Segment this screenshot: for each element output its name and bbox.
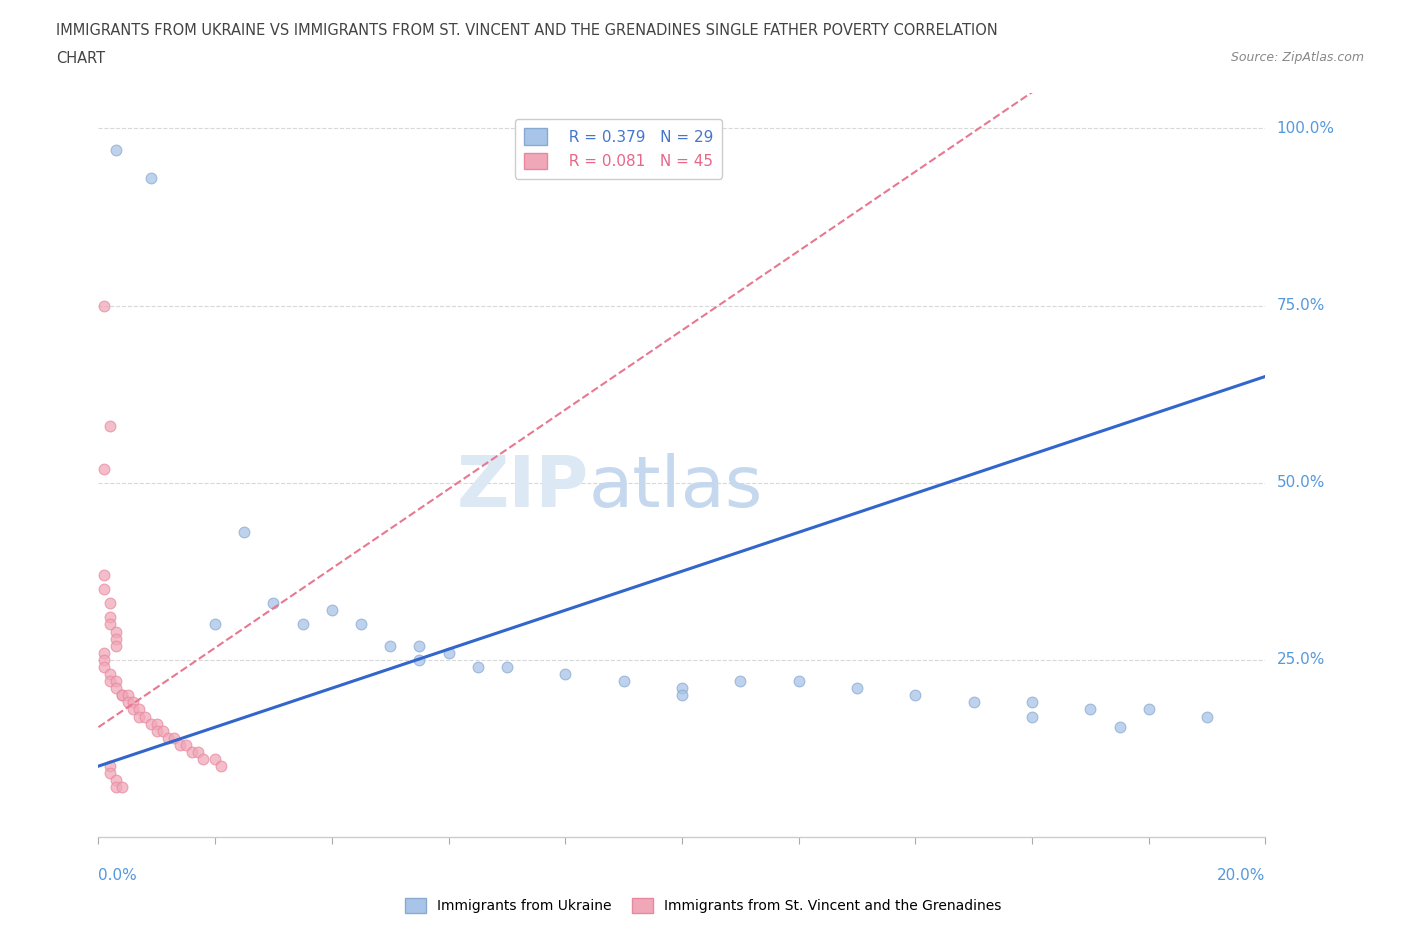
Text: atlas: atlas	[589, 453, 763, 522]
Point	[104, 780, 127, 795]
Point	[904, 688, 927, 703]
Text: 20.0%: 20.0%	[1218, 868, 1265, 883]
Point	[467, 659, 489, 674]
Point	[437, 645, 460, 660]
Point	[1021, 695, 1043, 710]
Point	[139, 170, 162, 185]
Point	[495, 659, 517, 674]
Text: 100.0%: 100.0%	[1277, 121, 1334, 136]
Point	[1108, 720, 1130, 735]
Point	[845, 681, 868, 696]
Point	[111, 688, 134, 703]
Point	[93, 567, 115, 582]
Point	[98, 610, 121, 625]
Text: 0.0%: 0.0%	[98, 868, 138, 883]
Point	[93, 645, 115, 660]
Point	[180, 745, 202, 760]
Point	[671, 688, 693, 703]
Point	[262, 596, 284, 611]
Point	[193, 751, 215, 766]
Point	[187, 745, 209, 760]
Point	[98, 765, 121, 780]
Text: ZIP: ZIP	[457, 453, 589, 522]
Point	[408, 638, 430, 653]
Point	[321, 603, 343, 618]
Point	[98, 759, 121, 774]
Point	[98, 418, 121, 433]
Point	[104, 142, 127, 157]
Point	[98, 667, 121, 682]
Point	[104, 681, 127, 696]
Point	[98, 617, 121, 631]
Point	[209, 759, 232, 774]
Point	[169, 737, 191, 752]
Point	[117, 695, 139, 710]
Point	[1080, 702, 1102, 717]
Point	[204, 751, 226, 766]
Point	[104, 673, 127, 688]
Point	[1021, 709, 1043, 724]
Point	[104, 638, 127, 653]
Point	[93, 653, 115, 668]
Point	[122, 702, 145, 717]
Point	[93, 461, 115, 476]
Point	[122, 695, 145, 710]
Point	[554, 667, 576, 682]
Text: IMMIGRANTS FROM UKRAINE VS IMMIGRANTS FROM ST. VINCENT AND THE GRENADINES SINGLE: IMMIGRANTS FROM UKRAINE VS IMMIGRANTS FR…	[56, 23, 998, 38]
Point	[139, 716, 162, 731]
Point	[93, 659, 115, 674]
Point	[128, 709, 150, 724]
Point	[93, 581, 115, 596]
Point	[111, 688, 134, 703]
Text: Source: ZipAtlas.com: Source: ZipAtlas.com	[1230, 51, 1364, 64]
Point	[612, 673, 634, 688]
Point	[233, 525, 256, 539]
Text: 75.0%: 75.0%	[1277, 299, 1324, 313]
Point	[134, 709, 156, 724]
Text: CHART: CHART	[56, 51, 105, 66]
Point	[98, 596, 121, 611]
Text: 25.0%: 25.0%	[1277, 652, 1324, 668]
Point	[146, 724, 169, 738]
Point	[128, 702, 150, 717]
Point	[204, 617, 226, 631]
Point	[104, 624, 127, 639]
Point	[787, 673, 810, 688]
Point	[378, 638, 402, 653]
Point	[291, 617, 314, 631]
Point	[1137, 702, 1160, 717]
Point	[93, 299, 115, 313]
Point	[163, 730, 186, 745]
Point	[671, 681, 693, 696]
Point	[117, 688, 139, 703]
Point	[104, 773, 127, 788]
Point	[408, 653, 430, 668]
Point	[152, 724, 174, 738]
Point	[174, 737, 197, 752]
Point	[157, 730, 180, 745]
Point	[350, 617, 373, 631]
Point	[962, 695, 984, 710]
Point	[104, 631, 127, 646]
Point	[111, 780, 134, 795]
Point	[98, 673, 121, 688]
Legend: Immigrants from Ukraine, Immigrants from St. Vincent and the Grenadines: Immigrants from Ukraine, Immigrants from…	[399, 892, 1007, 919]
Point	[1195, 709, 1218, 724]
Point	[146, 716, 169, 731]
Text: 50.0%: 50.0%	[1277, 475, 1324, 490]
Legend:   R = 0.379   N = 29,   R = 0.081   N = 45: R = 0.379 N = 29, R = 0.081 N = 45	[515, 119, 723, 179]
Point	[728, 673, 751, 688]
